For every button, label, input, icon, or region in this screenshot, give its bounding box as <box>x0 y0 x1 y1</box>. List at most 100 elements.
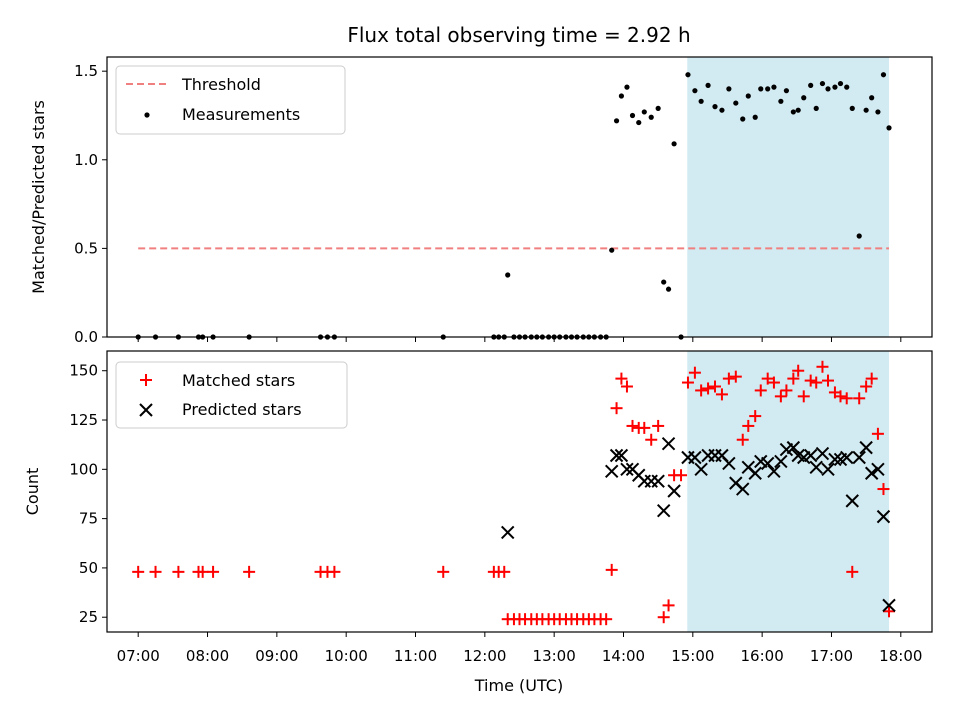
matched-star-point <box>860 380 873 393</box>
matched-star-point <box>749 410 762 423</box>
predicted-star-point <box>637 474 651 488</box>
legend-matched-label: Matched stars <box>182 371 295 390</box>
predicted-star-point <box>661 436 676 451</box>
x-tick-label: 08:00 <box>186 647 229 665</box>
y-tick-label: 1.5 <box>74 62 98 80</box>
matched-star-point <box>172 565 185 578</box>
matched-star-point <box>702 382 715 395</box>
measurement-point <box>613 118 620 124</box>
matched-star-point <box>729 370 742 383</box>
x-axis-label: Time (UTC) <box>474 676 563 695</box>
matched-star-point <box>792 364 805 377</box>
matched-star-point <box>816 360 829 373</box>
measurement-point <box>624 84 630 90</box>
measurements-series <box>135 72 892 340</box>
predicted-star-point <box>859 440 873 455</box>
predicted-star-point <box>604 464 619 478</box>
legend-measurements-label: Measurements <box>182 105 300 124</box>
matched-star-point <box>736 433 749 446</box>
measurement-point <box>712 104 718 110</box>
measurement-point <box>740 116 746 122</box>
matched-star-point <box>207 565 220 578</box>
matched-star-point <box>761 372 774 385</box>
x-tick-label: 17:00 <box>810 647 853 665</box>
measurement-point <box>698 98 704 104</box>
predicted-star-point <box>815 446 830 461</box>
measurement-point <box>505 272 511 278</box>
y-tick-label: 25 <box>79 608 98 626</box>
predicted-star-point <box>803 448 818 463</box>
x-tick-label: 13:00 <box>533 647 576 665</box>
predicted-star-point <box>828 452 842 467</box>
matched-star-point <box>620 380 633 393</box>
measurement-point <box>705 82 711 88</box>
matched-star-point <box>626 419 639 432</box>
predicted-star-point <box>656 504 671 518</box>
predicted-star-point <box>809 460 823 475</box>
matched-star-point <box>243 565 256 578</box>
measurement-point <box>869 95 875 101</box>
measurement-point <box>790 109 796 115</box>
matched-star-point <box>780 384 793 397</box>
predicted-star-point <box>748 466 762 480</box>
matched-star-point <box>695 384 708 397</box>
bottom-y-axis-label: Count <box>23 468 42 516</box>
matched-star-point <box>662 599 675 612</box>
matched-star-point <box>742 419 755 432</box>
matched-star-point <box>840 392 853 405</box>
bottom-axes-frame <box>106 350 933 633</box>
legend-measurements-swatch <box>144 112 150 118</box>
measurement-point <box>726 86 732 92</box>
measurement-point <box>837 80 844 87</box>
bottom-legend: Matched stars Predicted stars <box>115 361 348 429</box>
top-legend-box <box>115 65 346 135</box>
matched-star-point <box>822 374 835 387</box>
legend-threshold-label: Threshold <box>181 75 261 94</box>
measurement-point <box>758 86 764 92</box>
measurement-point <box>745 93 751 99</box>
bottom-x-axis: 07:00 08:00 09:00 10:00 11:00 12:00 13:00 14:00… <box>117 632 922 665</box>
measurement-point <box>808 82 814 88</box>
matched-star-point <box>681 376 694 389</box>
matched-star-point <box>196 565 209 578</box>
matched-star-point <box>615 372 628 385</box>
x-tick-label: 07:00 <box>117 647 160 665</box>
predicted-star-point <box>840 450 854 465</box>
matched-star-point <box>804 374 817 387</box>
x-tick-label: 15:00 <box>671 647 714 665</box>
measurement-point <box>856 233 862 239</box>
matched-star-point <box>149 565 162 578</box>
matched-star-point <box>498 565 511 578</box>
matched-star-point <box>722 372 735 385</box>
measurement-point <box>648 114 654 120</box>
top-axes-frame <box>106 56 933 338</box>
matched-star-point <box>605 563 618 576</box>
matched-star-point <box>877 483 890 496</box>
matched-star-point <box>652 419 665 432</box>
matched-star-point <box>883 605 896 618</box>
x-tick-label: 14:00 <box>602 647 645 665</box>
matched-star-point <box>767 376 780 389</box>
y-tick-label: 125 <box>69 411 98 429</box>
measurement-point <box>641 109 647 115</box>
matched-star-point <box>846 565 859 578</box>
measurement-point <box>661 279 667 285</box>
x-tick-label: 18:00 <box>879 647 922 665</box>
measurement-point <box>832 84 838 90</box>
measurement-point <box>795 107 801 113</box>
measurement-point <box>765 86 771 92</box>
measurement-point <box>685 72 691 78</box>
predicted-star-point <box>767 464 781 478</box>
x-tick-label: 11:00 <box>394 647 437 665</box>
measurement-point <box>825 86 831 92</box>
matched-star-point <box>600 613 613 626</box>
predicted-star-point <box>852 450 866 465</box>
bottom-y-axis: 25 50 75 100 125 150 <box>69 362 107 626</box>
matched-star-point <box>645 433 658 446</box>
legend-predicted-label: Predicted stars <box>182 400 302 419</box>
matched-star-point <box>787 372 800 385</box>
matched-star-point <box>675 469 688 482</box>
chart-title: Flux total observing time = 2.92 h <box>347 23 690 47</box>
measurement-point <box>844 84 850 90</box>
